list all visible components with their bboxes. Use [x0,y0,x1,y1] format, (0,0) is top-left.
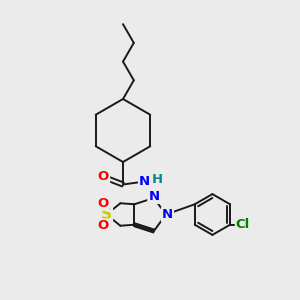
Text: Cl: Cl [236,218,250,231]
Text: O: O [97,219,108,232]
Text: O: O [98,170,109,184]
Text: N: N [139,175,150,188]
Text: S: S [101,207,112,222]
Text: N: N [162,208,173,221]
Text: H: H [152,173,163,187]
Text: N: N [148,190,159,203]
Text: O: O [97,196,108,210]
